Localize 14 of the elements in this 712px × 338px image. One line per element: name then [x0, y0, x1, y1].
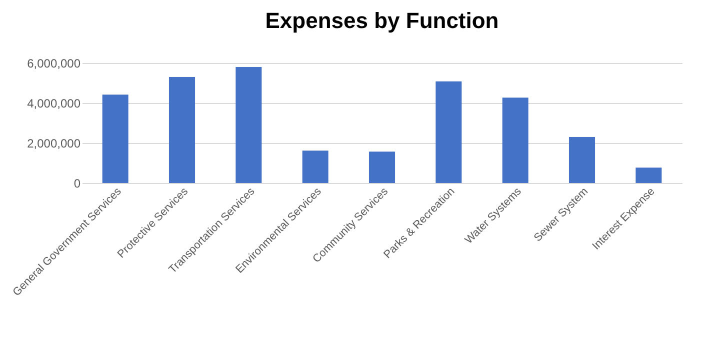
bar	[636, 168, 662, 183]
y-tick-label: 6,000,000	[27, 56, 81, 70]
bar	[169, 77, 195, 183]
bar	[369, 152, 395, 183]
bar	[302, 150, 328, 183]
bar	[102, 94, 128, 183]
y-tick-label: 4,000,000	[27, 96, 81, 110]
y-tick-label: 0	[74, 176, 81, 190]
bar	[436, 81, 462, 183]
bar	[502, 98, 528, 183]
bar	[569, 137, 595, 183]
y-tick-label: 2,000,000	[27, 136, 81, 150]
bar	[236, 67, 262, 183]
chart-title: Expenses by Function	[265, 8, 499, 33]
